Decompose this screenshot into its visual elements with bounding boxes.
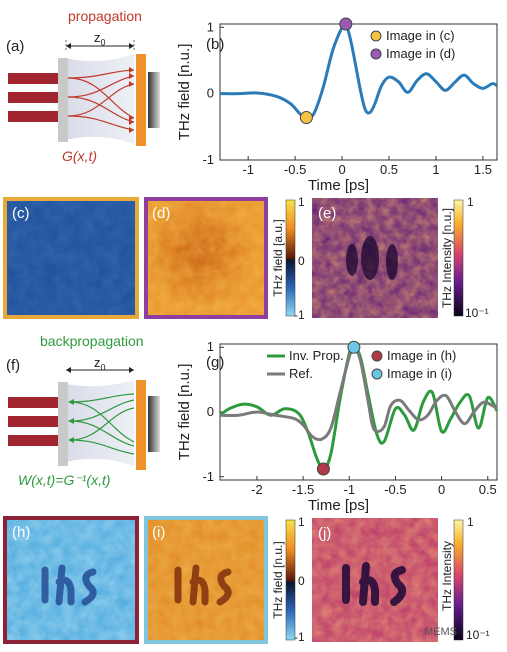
legend-entry: Ref. <box>289 366 313 381</box>
cb-field-bottom-max: 1 <box>298 515 305 529</box>
series-line-invprop <box>219 345 499 471</box>
schematic-backpropagation <box>8 367 160 470</box>
cb-intensity-bottom-min: 10⁻¹ <box>466 628 490 642</box>
schematic-distance-label: z0 <box>94 30 106 48</box>
y-axis-label: THz field [n.u.] <box>176 364 193 461</box>
series-line-0 <box>219 21 498 120</box>
legend-entry: Image in (h) <box>387 348 456 363</box>
cb-field-bottom-mid: 0 <box>298 574 305 588</box>
marker-point <box>316 462 330 476</box>
image-h-frame <box>3 516 139 644</box>
x-tick-label: -1 <box>242 162 254 177</box>
panel-label-i: (i) <box>152 524 166 541</box>
image-c-frame <box>3 197 139 319</box>
schematic-propagation <box>8 40 160 146</box>
x-axis-label: Time [ps] <box>308 497 369 514</box>
x-tick-label: 1 <box>432 162 439 177</box>
image-i-frame <box>144 516 268 644</box>
y-tick-label: 0 <box>207 86 214 101</box>
y-tick-label: -1 <box>202 469 214 484</box>
cb-intensity-bottom-label: THz Intensity <box>440 540 454 612</box>
x-tick-label: 0.5 <box>380 162 398 177</box>
colorbar-field-top <box>285 199 296 317</box>
panel-label-e: (e) <box>318 205 337 222</box>
y-tick-label: 0 <box>207 404 214 419</box>
series-line-ref <box>219 345 498 442</box>
schematic-bottom-distance-label: z0 <box>94 355 106 373</box>
schematic-backprop-title: backpropagation <box>40 333 144 349</box>
y-tick-label: -1 <box>202 152 214 167</box>
x-tick-label: -1.5 <box>292 482 314 497</box>
image-d-frame <box>144 197 268 319</box>
x-tick-label: -1 <box>343 482 355 497</box>
cb-intensity-top-label: THz Intensity [n.u.] <box>440 207 454 309</box>
x-tick-label: 1.5 <box>474 162 492 177</box>
panel-label-a: (a) <box>6 38 25 55</box>
chart-b: -1 -0.5 0 0.5 1 1.5 -1 0 1 Time [ps] THz field [n.… <box>176 17 498 194</box>
image-j <box>312 518 438 642</box>
x-tick-label: 0 <box>338 162 345 177</box>
chart-g: -2 -1.5 -1 -0.5 0 0.5 -1 0 1 Time [ps] THz field [… <box>176 339 499 514</box>
cb-field-top-max: 1 <box>298 195 305 209</box>
colorbar-intensity-bottom <box>453 519 464 641</box>
cb-field-top-min: -1 <box>294 308 305 322</box>
legend-entry: Image in (c) <box>386 28 455 43</box>
x-tick-label: -2 <box>251 482 263 497</box>
cb-intensity-bottom-max: 1 <box>467 515 474 529</box>
x-tick-label: -0.5 <box>384 482 406 497</box>
backprop-operator: W(x,t)=G⁻¹(x,t) <box>18 472 111 488</box>
legend-swatch <box>371 350 383 362</box>
cb-field-top-label: THz field [a.u.] <box>271 219 285 297</box>
colorbar-intensity-top <box>453 199 464 317</box>
propagation-operator: G(x,t) <box>62 148 97 164</box>
image-h <box>7 520 135 640</box>
watermark: MEMS <box>424 626 457 638</box>
x-tick-label: 0 <box>438 482 445 497</box>
schematic-propagation-title: propagation <box>68 8 142 24</box>
marker-point <box>339 17 353 31</box>
panel-label-c: (c) <box>12 205 30 222</box>
image-e <box>312 198 438 318</box>
image-d <box>148 201 264 315</box>
cb-intensity-top-min: 10⁻¹ <box>465 306 489 320</box>
y-tick-label: 1 <box>207 339 214 354</box>
cb-field-bottom-label: THz field [n.u.] <box>271 541 285 619</box>
cb-intensity-top-max: 1 <box>467 195 474 209</box>
panel-label-d: (d) <box>152 205 171 222</box>
marker-point <box>347 340 361 354</box>
legend-swatch <box>370 48 382 60</box>
y-tick-label: 1 <box>207 19 214 34</box>
panel-label-j: (j) <box>318 525 332 542</box>
x-tick-label: 0.5 <box>479 482 497 497</box>
panel-label-h: (h) <box>12 524 31 541</box>
legend-entry: Image in (i) <box>387 366 452 381</box>
panel-label-f: (f) <box>6 357 21 374</box>
image-c <box>7 201 135 315</box>
x-tick-label: -0.5 <box>284 162 306 177</box>
legend-entry: Inv. Prop. <box>289 348 344 363</box>
colorbar-field-bottom <box>285 519 296 641</box>
cb-field-bottom-min: -1 <box>294 630 305 644</box>
legend-swatch <box>370 30 382 42</box>
x-axis-label: Time [ps] <box>308 177 369 194</box>
plot-frame <box>219 23 498 161</box>
legend-entry: Image in (d) <box>386 46 455 61</box>
cb-field-top-mid: 0 <box>298 254 305 268</box>
image-i <box>148 520 264 640</box>
y-axis-label: THz field [n.u.] <box>176 44 193 141</box>
marker-point <box>299 111 313 125</box>
legend-swatch <box>371 368 383 380</box>
